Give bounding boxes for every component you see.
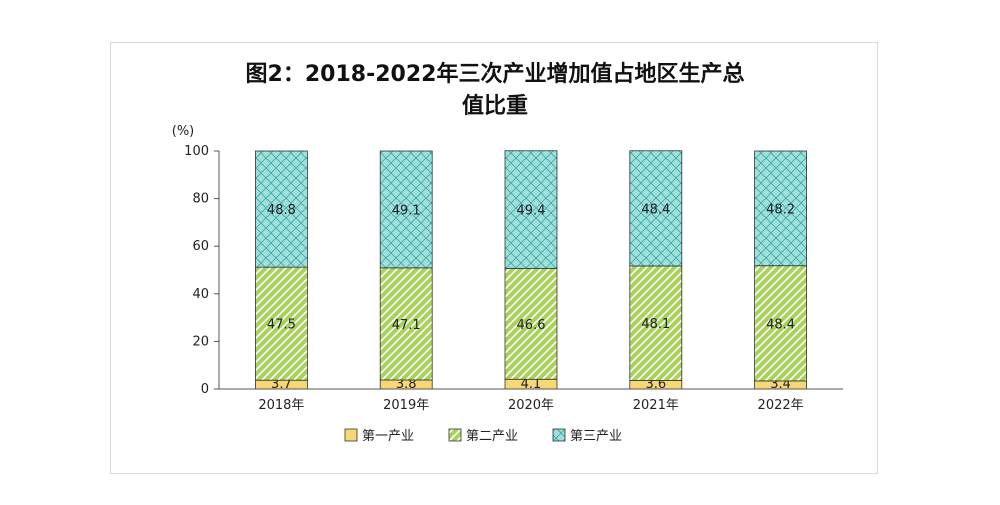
chart-title-line-1: 图2：2018-2022年三次产业增加值占地区生产总 — [246, 61, 745, 87]
legend-swatch — [552, 428, 566, 442]
stacked-bar-chart: 图2：2018-2022年三次产业增加值占地区生产总 值比重 (%) 0 20 40… — [172, 61, 843, 444]
y-tick-label: 40 — [192, 287, 209, 302]
legend-swatch — [448, 428, 462, 442]
y-tick-label: 20 — [192, 334, 209, 349]
data-label: 47.5 — [267, 318, 296, 333]
legend-swatch — [344, 428, 358, 442]
data-label: 48.4 — [641, 202, 670, 217]
bar-segment — [754, 265, 807, 382]
data-label: 48.1 — [641, 317, 670, 332]
legend-label: 第二产业 — [466, 429, 518, 444]
x-axis: 2018年 2019年 2020年 2021年 2022年 — [219, 388, 843, 413]
bar-segment — [504, 267, 558, 380]
data-label: 4.1 — [521, 377, 542, 392]
data-label: 49.4 — [517, 204, 546, 219]
bar-segment — [629, 265, 683, 381]
x-tick-label: 2018年 — [258, 398, 304, 413]
x-tick-label: 2021年 — [633, 398, 679, 413]
y-tick-label: 60 — [192, 239, 209, 254]
legend-label: 第一产业 — [362, 429, 414, 444]
x-tick-label: 2019年 — [383, 398, 429, 413]
y-tick-label: 0 — [201, 382, 209, 397]
bar-segment — [629, 150, 683, 267]
y-tick-label: 100 — [184, 144, 209, 159]
data-label: 47.1 — [392, 318, 421, 333]
chart-title-line-2: 值比重 — [462, 93, 528, 119]
bar-segment — [379, 150, 433, 269]
legend-label: 第三产业 — [570, 429, 622, 444]
data-label: 46.6 — [517, 318, 546, 333]
data-label: 3.8 — [396, 377, 417, 392]
y-tick-label: 80 — [192, 192, 209, 207]
bar-segment — [754, 150, 807, 267]
x-tick-label: 2022年 — [758, 398, 804, 413]
legend: 第一产业 第二产业 第三产业 — [344, 428, 622, 444]
data-label: 48.4 — [766, 317, 795, 332]
x-tick-label: 2020年 — [508, 398, 554, 413]
bars: 3.747.548.83.847.149.14.146.649.43.648.1… — [254, 150, 807, 392]
bar-segment — [254, 266, 308, 381]
data-label: 48.2 — [766, 202, 795, 217]
y-axis-unit: (%) — [172, 124, 195, 139]
data-label: 3.7 — [271, 377, 292, 392]
bar-segment — [254, 150, 308, 268]
y-axis: 0 20 40 60 80 100 — [184, 144, 220, 397]
bar-segment — [504, 150, 558, 269]
chart-frame: 图2：2018-2022年三次产业增加值占地区生产总 值比重 (%) 0 20 40… — [110, 42, 878, 474]
data-label: 49.1 — [392, 203, 421, 218]
data-label: 48.8 — [267, 203, 296, 218]
